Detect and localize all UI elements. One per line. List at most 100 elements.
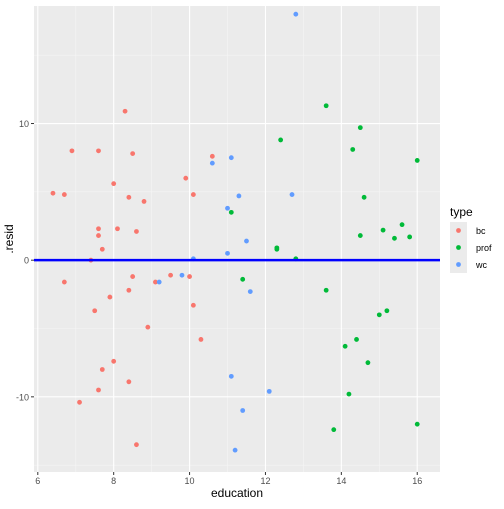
data-point-bc: [145, 324, 151, 330]
data-point-wc: [289, 192, 295, 197]
data-point-prof: [323, 103, 329, 109]
legend-title: type: [450, 205, 473, 219]
data-point-wc: [266, 388, 272, 394]
data-point-wc: [228, 155, 234, 161]
data-point-prof: [399, 222, 405, 228]
data-point-bc: [198, 337, 204, 342]
data-point-bc: [190, 192, 196, 197]
legend-swatch-wc: [456, 262, 461, 267]
data-point-wc: [179, 272, 185, 278]
legend-swatch-prof: [456, 245, 461, 250]
data-point-wc: [228, 373, 234, 379]
data-point-wc: [240, 408, 246, 413]
data-point-bc: [153, 279, 158, 285]
data-point-bc: [111, 358, 117, 364]
legend-label-wc: wc: [475, 260, 487, 270]
legend-label-prof: prof: [476, 243, 492, 253]
grid-minor: [34, 6, 440, 472]
data-point-prof: [228, 209, 234, 215]
data-point-bc: [134, 229, 139, 234]
data-point-bc: [183, 175, 189, 181]
x-tick-label: 6: [35, 476, 40, 486]
data-point-bc: [134, 442, 139, 448]
data-point-bc: [126, 379, 132, 385]
y-tick-label: 10: [19, 119, 29, 129]
y-axis-label: .resid: [2, 224, 16, 253]
data-point-bc: [141, 199, 147, 204]
data-point-bc: [122, 108, 128, 114]
data-point-bc: [168, 272, 173, 278]
data-point-wc: [156, 279, 162, 285]
data-point-wc: [236, 193, 242, 199]
x-axis-label: education: [211, 486, 263, 500]
data-point-bc: [50, 190, 56, 196]
data-point-bc: [130, 274, 136, 279]
data-point-prof: [365, 360, 371, 366]
data-point-wc: [225, 250, 230, 256]
data-point-bc: [69, 148, 75, 154]
x-tick-label: 10: [185, 476, 195, 486]
data-point-bc: [187, 274, 192, 279]
data-point-bc: [77, 399, 82, 405]
data-point-prof: [278, 137, 284, 143]
data-point-bc: [96, 148, 101, 154]
data-point-prof: [414, 421, 420, 427]
data-point-prof: [342, 343, 348, 349]
data-point-prof: [346, 391, 352, 397]
data-point-prof: [331, 427, 337, 433]
data-point-wc: [225, 205, 230, 211]
data-point-bc: [209, 153, 215, 159]
data-point-bc: [61, 279, 67, 285]
data-point-prof: [354, 337, 359, 342]
legend-label-bc: bc: [476, 226, 486, 236]
data-point-bc: [99, 367, 105, 372]
data-point-bc: [61, 192, 67, 197]
data-point-prof: [376, 312, 382, 318]
data-point-bc: [111, 181, 117, 187]
data-point-bc: [96, 226, 101, 232]
data-point-prof: [361, 194, 367, 200]
plot-panel: [34, 6, 440, 472]
data-point-prof: [384, 308, 390, 314]
data-point-prof: [274, 245, 280, 251]
data-point-bc: [126, 194, 132, 200]
data-point-bc: [130, 151, 136, 156]
data-point-bc: [190, 302, 196, 308]
data-point-prof: [392, 235, 397, 241]
y-tick-label: 0: [24, 256, 29, 266]
data-point-bc: [92, 308, 98, 314]
data-point-wc: [247, 289, 253, 295]
x-tick-label: 8: [111, 476, 116, 486]
data-point-prof: [357, 233, 363, 238]
data-point-bc: [96, 233, 101, 238]
x-tick-label: 16: [412, 476, 422, 486]
data-point-prof: [357, 125, 363, 131]
data-point-prof: [414, 158, 420, 163]
legend-keys: bc prof wc: [450, 222, 492, 273]
x-axis: 6 8 10 12 14 16: [35, 472, 422, 486]
data-point-prof: [380, 227, 386, 233]
data-point-prof: [407, 234, 413, 240]
data-point-bc: [115, 226, 120, 232]
data-point-bc: [107, 294, 113, 300]
grid-major: [34, 6, 440, 472]
data-point-wc: [293, 11, 299, 17]
points-layer: [50, 11, 420, 453]
y-tick-label: -10: [16, 392, 29, 402]
data-point-bc: [96, 387, 101, 393]
x-tick-label: 12: [260, 476, 270, 486]
legend: type bc prof wc: [450, 205, 492, 273]
data-point-wc: [244, 238, 249, 244]
x-tick-label: 14: [336, 476, 346, 486]
data-point-bc: [99, 246, 105, 252]
data-point-prof: [240, 276, 246, 282]
data-point-wc: [209, 160, 215, 166]
legend-swatch-bc: [456, 228, 461, 233]
data-point-wc: [232, 447, 238, 453]
data-point-bc: [126, 287, 132, 293]
y-axis: -10 0 10: [16, 119, 34, 402]
data-point-prof: [350, 147, 356, 152]
data-point-prof: [323, 287, 329, 293]
